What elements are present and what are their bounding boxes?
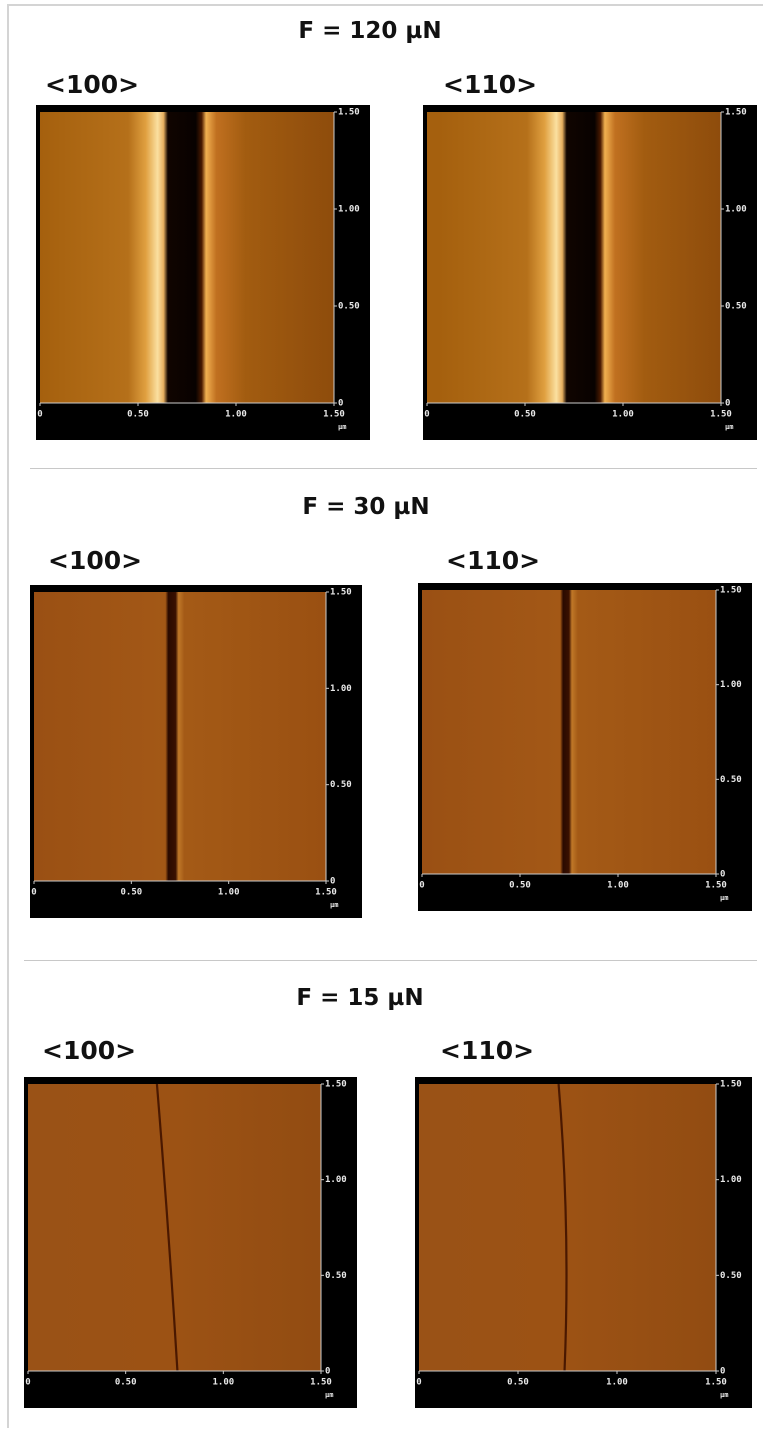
y-tick-label: 1.50: [338, 108, 360, 118]
separator: [30, 468, 757, 469]
image-area: [422, 590, 716, 874]
x-tick-label: 1.00: [606, 1378, 628, 1388]
x-tick-label: 0: [37, 410, 42, 420]
y-tick-label: 1.00: [725, 205, 747, 215]
y-tick-label: 1.00: [720, 680, 742, 690]
y-tick-label: 0: [325, 1367, 330, 1377]
afm-image: 1.50 1.00 0.50 0 0 0.50 1.00 1.50 µm: [415, 1077, 752, 1408]
y-tick-label: 1.00: [325, 1175, 347, 1185]
y-tick-label: 1.50: [725, 108, 747, 118]
x-tick-label: 1.50: [310, 1378, 332, 1388]
x-tick-label: 1.50: [710, 410, 732, 420]
x-tick-label: 0: [419, 881, 424, 891]
y-tick-label: 0.50: [325, 1271, 347, 1281]
y-tick-label: 0: [720, 1367, 725, 1377]
separator: [24, 960, 757, 961]
unit-label: µm: [725, 423, 733, 431]
x-tick-label: 1.50: [705, 1378, 727, 1388]
panel-label: <110>: [440, 1036, 534, 1065]
x-tick-label: 1.50: [705, 881, 727, 891]
page-body: (() => { const data = JSON.parse(documen…: [0, 0, 763, 1431]
x-tick-label: 1.00: [212, 1378, 234, 1388]
image-area: [427, 112, 721, 403]
afm-image: 1.50 1.00 0.50 0 0 0.50 1.00 1.50 µm: [418, 583, 752, 911]
x-tick-label: 1.00: [612, 410, 634, 420]
image-area: [40, 112, 334, 403]
y-tick-label: 0: [330, 877, 335, 887]
x-tick-label: 0.50: [509, 881, 531, 891]
frame: [7, 4, 763, 6]
y-tick-label: 0.50: [330, 780, 352, 790]
x-tick-label: 0: [416, 1378, 421, 1388]
page: AFM scratch images {"sections": [ {"titl…: [0, 0, 763, 1431]
y-tick-label: 1.50: [330, 588, 352, 598]
y-tick-label: 0: [720, 870, 725, 880]
panel-label: <100>: [42, 1036, 136, 1065]
x-tick-label: 1.50: [315, 888, 337, 898]
y-tick-label: 0.50: [725, 302, 747, 312]
section-title: F = 15 µN: [296, 985, 423, 1011]
image-area: [419, 1084, 716, 1371]
afm-image: 1.50 1.00 0.50 0 0 0.50 1.00 1.50 µm: [30, 585, 362, 918]
y-tick-label: 1.50: [720, 586, 742, 596]
x-tick-label: 0: [25, 1378, 30, 1388]
x-tick-label: 0: [424, 410, 429, 420]
y-tick-label: 1.50: [325, 1080, 347, 1090]
panel-label: <100>: [45, 70, 139, 99]
y-tick-label: 1.00: [720, 1175, 742, 1185]
afm-image: 1.50 1.00 0.50 0 0 0.50 1.00 1.50 µm: [36, 105, 370, 440]
section-title: F = 120 µN: [298, 18, 441, 44]
panel-label: <110>: [443, 70, 537, 99]
y-tick-label: 1.50: [720, 1080, 742, 1090]
x-tick-label: 0.50: [514, 410, 536, 420]
y-tick-label: 0.50: [720, 775, 742, 785]
image-area: [34, 592, 326, 881]
section-title: F = 30 µN: [302, 494, 429, 520]
unit-label: µm: [325, 1391, 333, 1399]
unit-label: µm: [720, 1391, 728, 1399]
frame: [7, 4, 9, 1428]
unit-label: µm: [720, 894, 728, 902]
x-tick-label: 1.00: [218, 888, 240, 898]
x-tick-label: 0.50: [120, 888, 142, 898]
x-tick-label: 0.50: [507, 1378, 529, 1388]
y-tick-label: 0.50: [338, 302, 360, 312]
x-tick-label: 0.50: [115, 1378, 137, 1388]
y-tick-label: 1.00: [330, 684, 352, 694]
afm-image: 1.50 1.00 0.50 0 0 0.50 1.00 1.50 µm: [423, 105, 757, 440]
y-tick-label: 0.50: [720, 1271, 742, 1281]
y-tick-label: 0: [725, 399, 730, 409]
x-tick-label: 1.50: [323, 410, 345, 420]
x-tick-label: 0.50: [127, 410, 149, 420]
unit-label: µm: [330, 901, 338, 909]
unit-label: µm: [338, 423, 346, 431]
x-tick-label: 1.00: [607, 881, 629, 891]
x-tick-label: 0: [31, 888, 36, 898]
y-tick-label: 1.00: [338, 205, 360, 215]
afm-image: 1.50 1.00 0.50 0 0 0.50 1.00 1.50 µm: [24, 1077, 357, 1408]
y-tick-label: 0: [338, 399, 343, 409]
panel-label: <110>: [446, 546, 540, 575]
panel-label: <100>: [48, 546, 142, 575]
x-tick-label: 1.00: [225, 410, 247, 420]
